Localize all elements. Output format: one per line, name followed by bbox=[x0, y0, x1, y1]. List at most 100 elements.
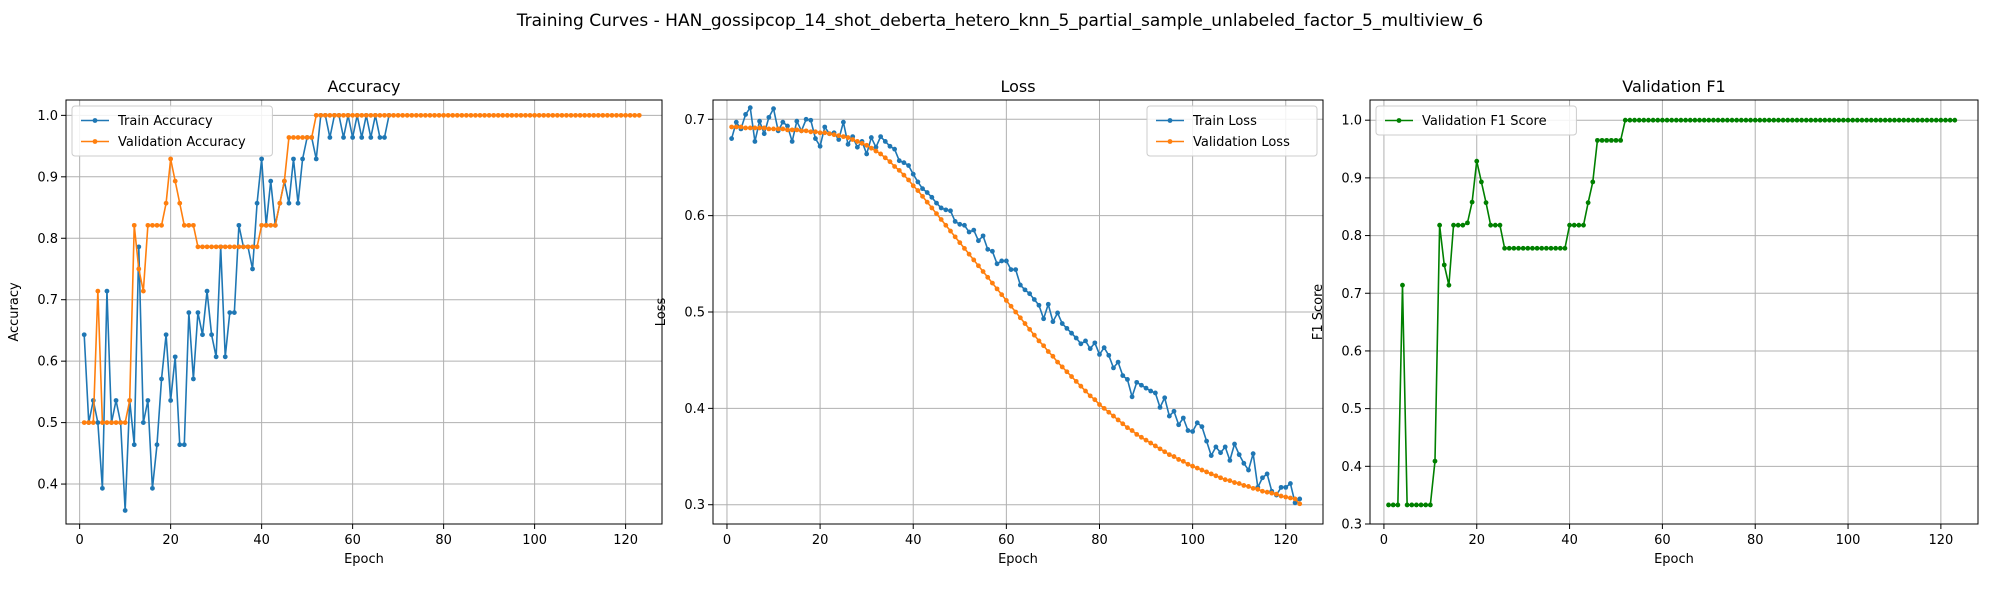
x-tick-label: 0 bbox=[1380, 533, 1388, 548]
data-point bbox=[1064, 369, 1069, 374]
data-point bbox=[1395, 503, 1400, 508]
x-tick-label: 20 bbox=[1468, 533, 1485, 548]
data-point bbox=[1037, 303, 1042, 308]
y-tick-label: 1.0 bbox=[1341, 114, 1362, 129]
data-point bbox=[1498, 223, 1503, 228]
data-point bbox=[205, 244, 210, 249]
data-point bbox=[1530, 246, 1535, 251]
data-point bbox=[318, 113, 323, 118]
data-point bbox=[953, 234, 958, 239]
legend-marker bbox=[1397, 118, 1402, 123]
data-point bbox=[943, 207, 948, 212]
data-point bbox=[459, 113, 464, 118]
data-point bbox=[925, 190, 930, 195]
data-point bbox=[1641, 118, 1646, 123]
data-point bbox=[1809, 118, 1814, 123]
data-point bbox=[1836, 118, 1841, 123]
data-point bbox=[1279, 494, 1284, 499]
data-point bbox=[957, 240, 962, 245]
data-point bbox=[1864, 118, 1869, 123]
data-point bbox=[441, 113, 446, 118]
data-point bbox=[1181, 416, 1186, 421]
legend-label: Validation Loss bbox=[1193, 135, 1290, 150]
y-tick-label: 0.3 bbox=[1341, 518, 1362, 533]
data-point bbox=[182, 223, 187, 228]
data-point bbox=[173, 179, 178, 184]
data-point bbox=[1873, 118, 1878, 123]
data-point bbox=[1553, 246, 1558, 251]
data-point bbox=[771, 127, 776, 132]
data-point bbox=[218, 244, 223, 249]
data-point bbox=[1148, 441, 1153, 446]
data-point bbox=[323, 113, 328, 118]
data-point bbox=[1409, 503, 1414, 508]
data-point bbox=[1200, 468, 1205, 473]
data-point bbox=[1623, 118, 1628, 123]
data-point bbox=[359, 135, 364, 140]
legend-label: Train Accuracy bbox=[117, 114, 213, 129]
data-point bbox=[1167, 414, 1172, 419]
data-point bbox=[250, 267, 255, 272]
data-point bbox=[314, 157, 319, 162]
data-point bbox=[962, 246, 967, 251]
data-point bbox=[205, 289, 210, 294]
data-point bbox=[1400, 283, 1405, 288]
data-point bbox=[1055, 360, 1060, 365]
x-tick-label: 20 bbox=[812, 533, 829, 548]
data-point bbox=[1013, 310, 1018, 315]
data-point bbox=[860, 141, 865, 146]
data-point bbox=[1790, 118, 1795, 123]
data-point bbox=[1181, 459, 1186, 464]
data-point bbox=[159, 223, 164, 228]
data-point bbox=[186, 310, 191, 315]
data-point bbox=[105, 420, 110, 425]
data-point bbox=[967, 252, 972, 257]
data-point bbox=[1460, 223, 1465, 228]
data-point bbox=[155, 442, 160, 447]
data-point bbox=[748, 126, 753, 131]
data-point bbox=[505, 113, 510, 118]
data-point bbox=[287, 135, 292, 140]
data-point bbox=[1572, 223, 1577, 228]
y-tick-label: 0.3 bbox=[684, 498, 705, 513]
data-point bbox=[762, 126, 767, 131]
data-point bbox=[528, 113, 533, 118]
data-point bbox=[1734, 118, 1739, 123]
x-tick-label: 20 bbox=[162, 533, 179, 548]
data-point bbox=[150, 223, 155, 228]
data-point bbox=[822, 130, 827, 135]
y-axis-label: F1 Score bbox=[1311, 284, 1326, 340]
data-point bbox=[902, 160, 907, 165]
data-point bbox=[1297, 497, 1302, 502]
data-point bbox=[1023, 287, 1028, 292]
data-point bbox=[1887, 118, 1892, 123]
data-point bbox=[1762, 118, 1767, 123]
data-point bbox=[164, 332, 169, 337]
data-point bbox=[350, 135, 355, 140]
x-tick-label: 120 bbox=[1928, 533, 1953, 548]
data-point bbox=[753, 126, 758, 131]
y-tick-label: 0.6 bbox=[37, 355, 58, 370]
data-point bbox=[897, 158, 902, 163]
data-point bbox=[255, 244, 260, 249]
data-point bbox=[1204, 439, 1209, 444]
data-point bbox=[209, 244, 214, 249]
data-point bbox=[509, 113, 514, 118]
data-point bbox=[437, 113, 442, 118]
data-point bbox=[214, 354, 219, 359]
data-point bbox=[418, 113, 423, 118]
data-point bbox=[766, 115, 771, 120]
data-point bbox=[1200, 424, 1205, 429]
data-point bbox=[841, 120, 846, 125]
data-point bbox=[223, 244, 228, 249]
data-point bbox=[1484, 200, 1489, 205]
data-point bbox=[1493, 223, 1498, 228]
data-point bbox=[1041, 316, 1046, 321]
data-point bbox=[1934, 118, 1939, 123]
data-point bbox=[1097, 402, 1102, 407]
data-point bbox=[1125, 425, 1130, 430]
data-point bbox=[1832, 118, 1837, 123]
data-point bbox=[1651, 118, 1656, 123]
data-point bbox=[519, 113, 524, 118]
data-point bbox=[423, 113, 428, 118]
